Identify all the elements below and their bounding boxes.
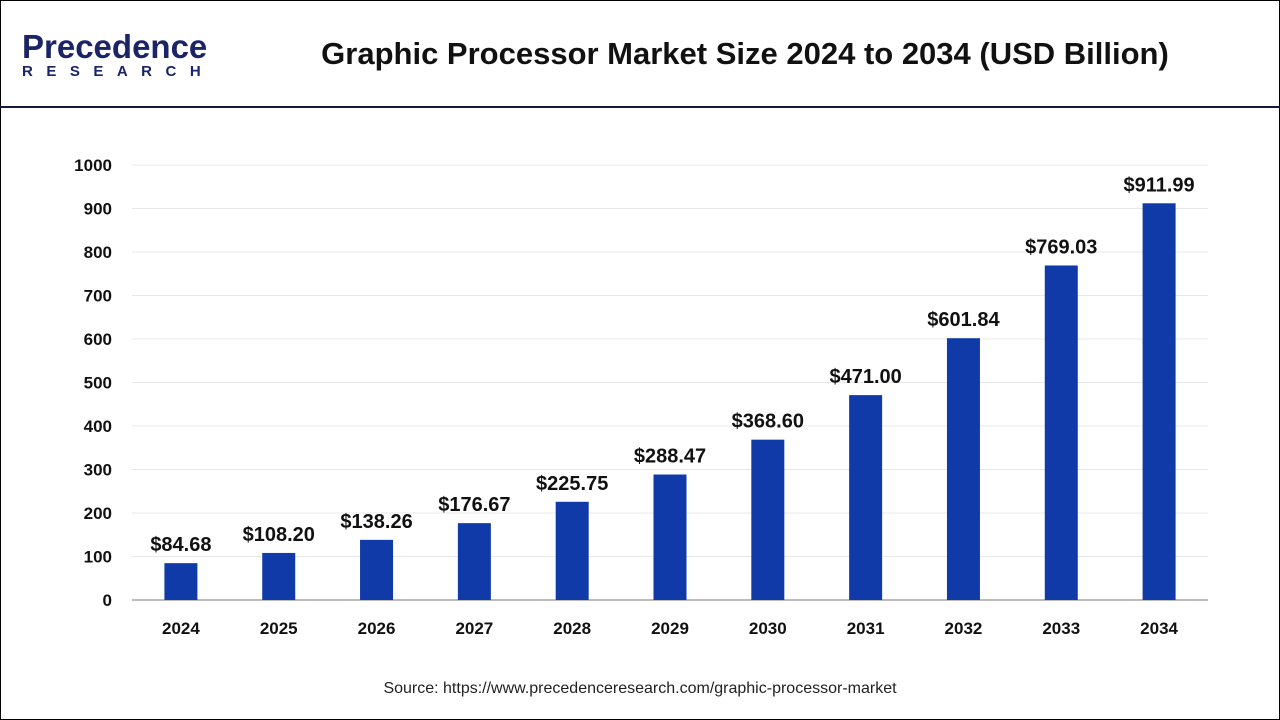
y-tick-label: 0 bbox=[103, 591, 112, 610]
x-tick-label: 2032 bbox=[945, 619, 983, 638]
x-tick-label: 2026 bbox=[358, 619, 396, 638]
x-tick-label: 2028 bbox=[553, 619, 591, 638]
bar-2031 bbox=[849, 395, 883, 600]
bar-2027 bbox=[457, 523, 491, 600]
data-label: $138.26 bbox=[340, 511, 412, 533]
logo-subtitle: RESEARCH bbox=[22, 63, 215, 80]
y-tick-label: 300 bbox=[84, 461, 112, 480]
data-label: $288.47 bbox=[634, 446, 706, 468]
y-tick-label: 400 bbox=[84, 417, 112, 436]
y-tick-label: 100 bbox=[84, 548, 112, 567]
x-tick-label: 2027 bbox=[455, 619, 493, 638]
x-tick-label: 2024 bbox=[162, 619, 200, 638]
bar-2024 bbox=[164, 563, 198, 600]
bar-2033 bbox=[1044, 265, 1078, 600]
data-label: $84.68 bbox=[150, 534, 211, 556]
y-tick-label: 900 bbox=[84, 200, 112, 219]
data-label: $769.03 bbox=[1025, 236, 1097, 258]
bar-2025 bbox=[262, 552, 296, 600]
logo-wordmark: Precedence bbox=[22, 28, 208, 65]
data-label: $368.60 bbox=[732, 411, 804, 433]
y-tick-label: 600 bbox=[84, 330, 112, 349]
bar-2029 bbox=[653, 474, 687, 600]
x-tick-label: 2025 bbox=[260, 619, 298, 638]
bar-2032 bbox=[946, 338, 980, 600]
chart-title: Graphic Processor Market Size 2024 to 20… bbox=[321, 36, 1169, 71]
y-tick-label: 500 bbox=[84, 374, 112, 393]
bar-2030 bbox=[751, 439, 785, 600]
data-label: $471.00 bbox=[829, 366, 901, 388]
data-label: $601.84 bbox=[927, 309, 1000, 331]
y-tick-label: 700 bbox=[84, 287, 112, 306]
y-tick-label: 1000 bbox=[74, 156, 112, 175]
x-tick-label: 2029 bbox=[651, 619, 689, 638]
x-tick-label: 2033 bbox=[1042, 619, 1080, 638]
bar-2028 bbox=[555, 501, 589, 600]
data-label: $225.75 bbox=[536, 473, 608, 495]
y-tick-label: 200 bbox=[84, 504, 112, 523]
bar-2026 bbox=[360, 539, 394, 600]
bar-2034 bbox=[1142, 203, 1176, 600]
data-label: $911.99 bbox=[1123, 174, 1194, 196]
y-tick-label: 800 bbox=[84, 243, 112, 262]
header-divider bbox=[0, 106, 1280, 108]
source-note: Source: https://www.precedenceresearch.c… bbox=[383, 680, 897, 697]
precedence-research-logo: Precedence RESEARCH bbox=[22, 30, 214, 80]
x-tick-label: 2031 bbox=[847, 619, 885, 638]
x-tick-label: 2034 bbox=[1140, 619, 1178, 638]
x-tick-label: 2030 bbox=[749, 619, 787, 638]
data-label: $176.67 bbox=[438, 494, 510, 516]
data-label: $108.20 bbox=[243, 524, 315, 546]
